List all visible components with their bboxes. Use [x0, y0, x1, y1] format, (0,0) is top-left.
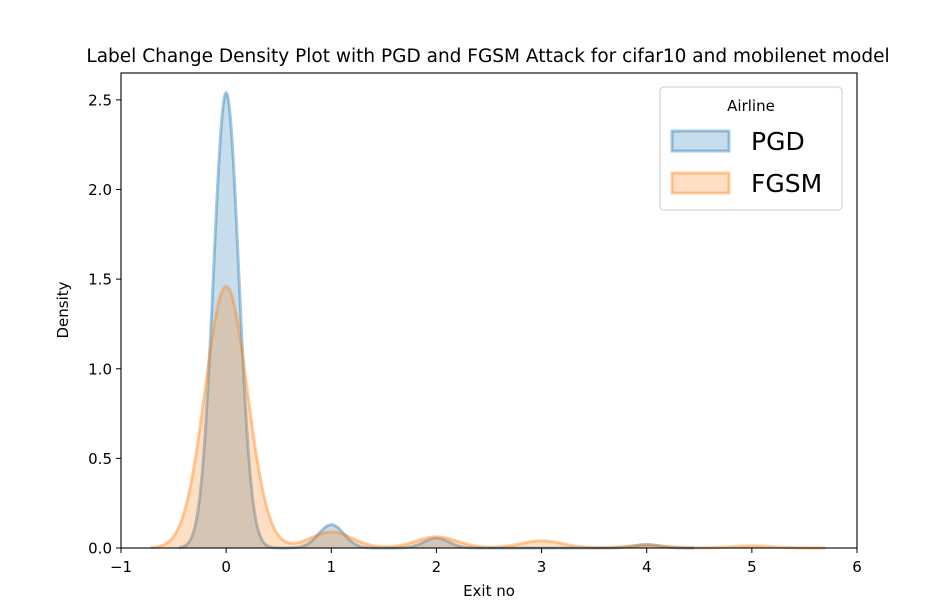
x-tick-label: 6 [852, 558, 862, 576]
legend-label-fgsm: FGSM [751, 169, 822, 198]
legend-entries: PGD FGSM [670, 127, 822, 198]
y-axis-title: Density [54, 281, 72, 338]
y-tick-label: 1.0 [88, 360, 112, 378]
legend-title: Airline [727, 97, 775, 115]
x-tick-label: 3 [537, 558, 547, 576]
series-area-pgd [178, 92, 695, 548]
y-tick-label: 2.5 [88, 91, 112, 109]
x-tick-label: 0 [221, 558, 231, 576]
x-axis-title: Exit no [463, 582, 515, 600]
legend-box [659, 86, 843, 211]
x-axis: −1 0 1 2 3 4 5 6 [110, 548, 862, 576]
legend-swatch-pgd [670, 129, 731, 153]
x-tick-label: 1 [327, 558, 337, 576]
x-tick-label: 4 [642, 558, 652, 576]
y-tick-label: 0.0 [88, 540, 112, 558]
series-area-fgsm [150, 286, 826, 548]
legend: Airline PGD FGSM [659, 86, 843, 211]
x-tick-label: −1 [110, 558, 132, 576]
chart-title: Label Change Density Plot with PGD and F… [86, 46, 889, 67]
y-axis: 0.0 0.5 1.0 1.5 2.0 2.5 [88, 91, 121, 558]
x-tick-label: 2 [432, 558, 442, 576]
x-tick-label: 5 [747, 558, 757, 576]
legend-label-pgd: PGD [751, 127, 805, 156]
plot-frame [120, 72, 858, 549]
y-tick-label: 0.5 [88, 450, 112, 468]
y-tick-label: 2.0 [88, 181, 112, 199]
legend-swatch-fgsm [670, 171, 731, 195]
y-tick-label: 1.5 [88, 271, 112, 289]
